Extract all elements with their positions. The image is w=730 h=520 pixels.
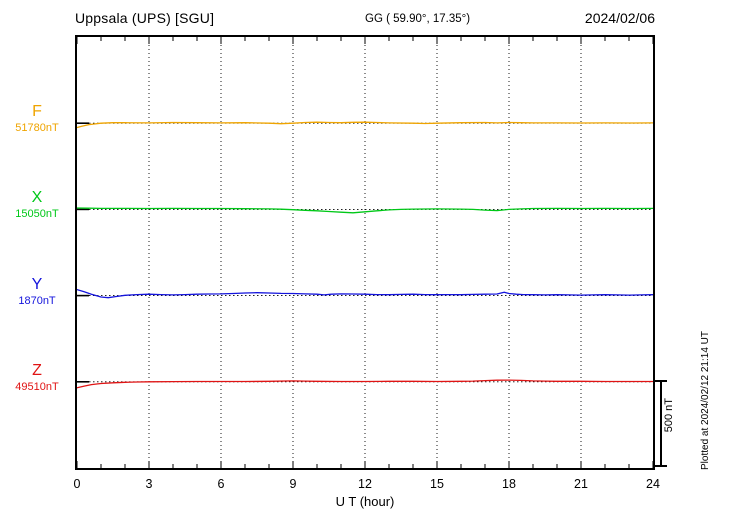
x-tick-label: 9 bbox=[289, 477, 297, 491]
scale-bar-label: 500 nT bbox=[663, 398, 675, 433]
x-axis-tick-labels: 0 3 6 9 12 15 18 21 24 bbox=[0, 477, 730, 493]
component-letter-Z: Z bbox=[32, 362, 42, 379]
component-baseline-Z: 49510nT bbox=[15, 381, 59, 393]
scale-bar-line bbox=[660, 381, 662, 467]
component-label-Y: Y 1870nT bbox=[2, 276, 72, 309]
x-tick-label: 15 bbox=[430, 477, 444, 491]
plotted-timestamp: Plotted at 2024/02/12 21:14 UT bbox=[700, 331, 711, 470]
component-label-X: X 15050nT bbox=[2, 189, 72, 222]
component-label-Z: Z 49510nT bbox=[2, 362, 72, 395]
component-letter-F: F bbox=[32, 103, 42, 120]
x-tick-label: 6 bbox=[217, 477, 225, 491]
x-tick-label: 0 bbox=[73, 477, 81, 491]
plot-date: 2024/02/06 bbox=[584, 10, 655, 26]
plot-area bbox=[75, 35, 655, 470]
x-tick-label: 24 bbox=[646, 477, 660, 491]
component-baseline-F: 51780nT bbox=[15, 122, 59, 134]
component-letter-Y: Y bbox=[31, 276, 43, 293]
magnetogram-traces bbox=[77, 37, 653, 468]
scale-bar-bottom-cap bbox=[653, 465, 667, 467]
scale-bar-top-cap bbox=[653, 380, 667, 382]
x-tick-label: 18 bbox=[502, 477, 516, 491]
x-tick-label: 21 bbox=[574, 477, 588, 491]
component-label-F: F 51780nT bbox=[2, 103, 72, 136]
component-baseline-X: 15050nT bbox=[15, 208, 59, 220]
geographic-coordinates: GG ( 59.90°, 17.35°) bbox=[365, 13, 471, 25]
x-axis-title: U T (hour) bbox=[335, 494, 395, 509]
component-baseline-Y: 1870nT bbox=[18, 295, 56, 307]
x-tick-label: 3 bbox=[145, 477, 153, 491]
station-title: Uppsala (UPS) [SGU] bbox=[75, 10, 215, 26]
component-letter-X: X bbox=[31, 189, 43, 206]
x-tick-label: 12 bbox=[358, 477, 372, 491]
